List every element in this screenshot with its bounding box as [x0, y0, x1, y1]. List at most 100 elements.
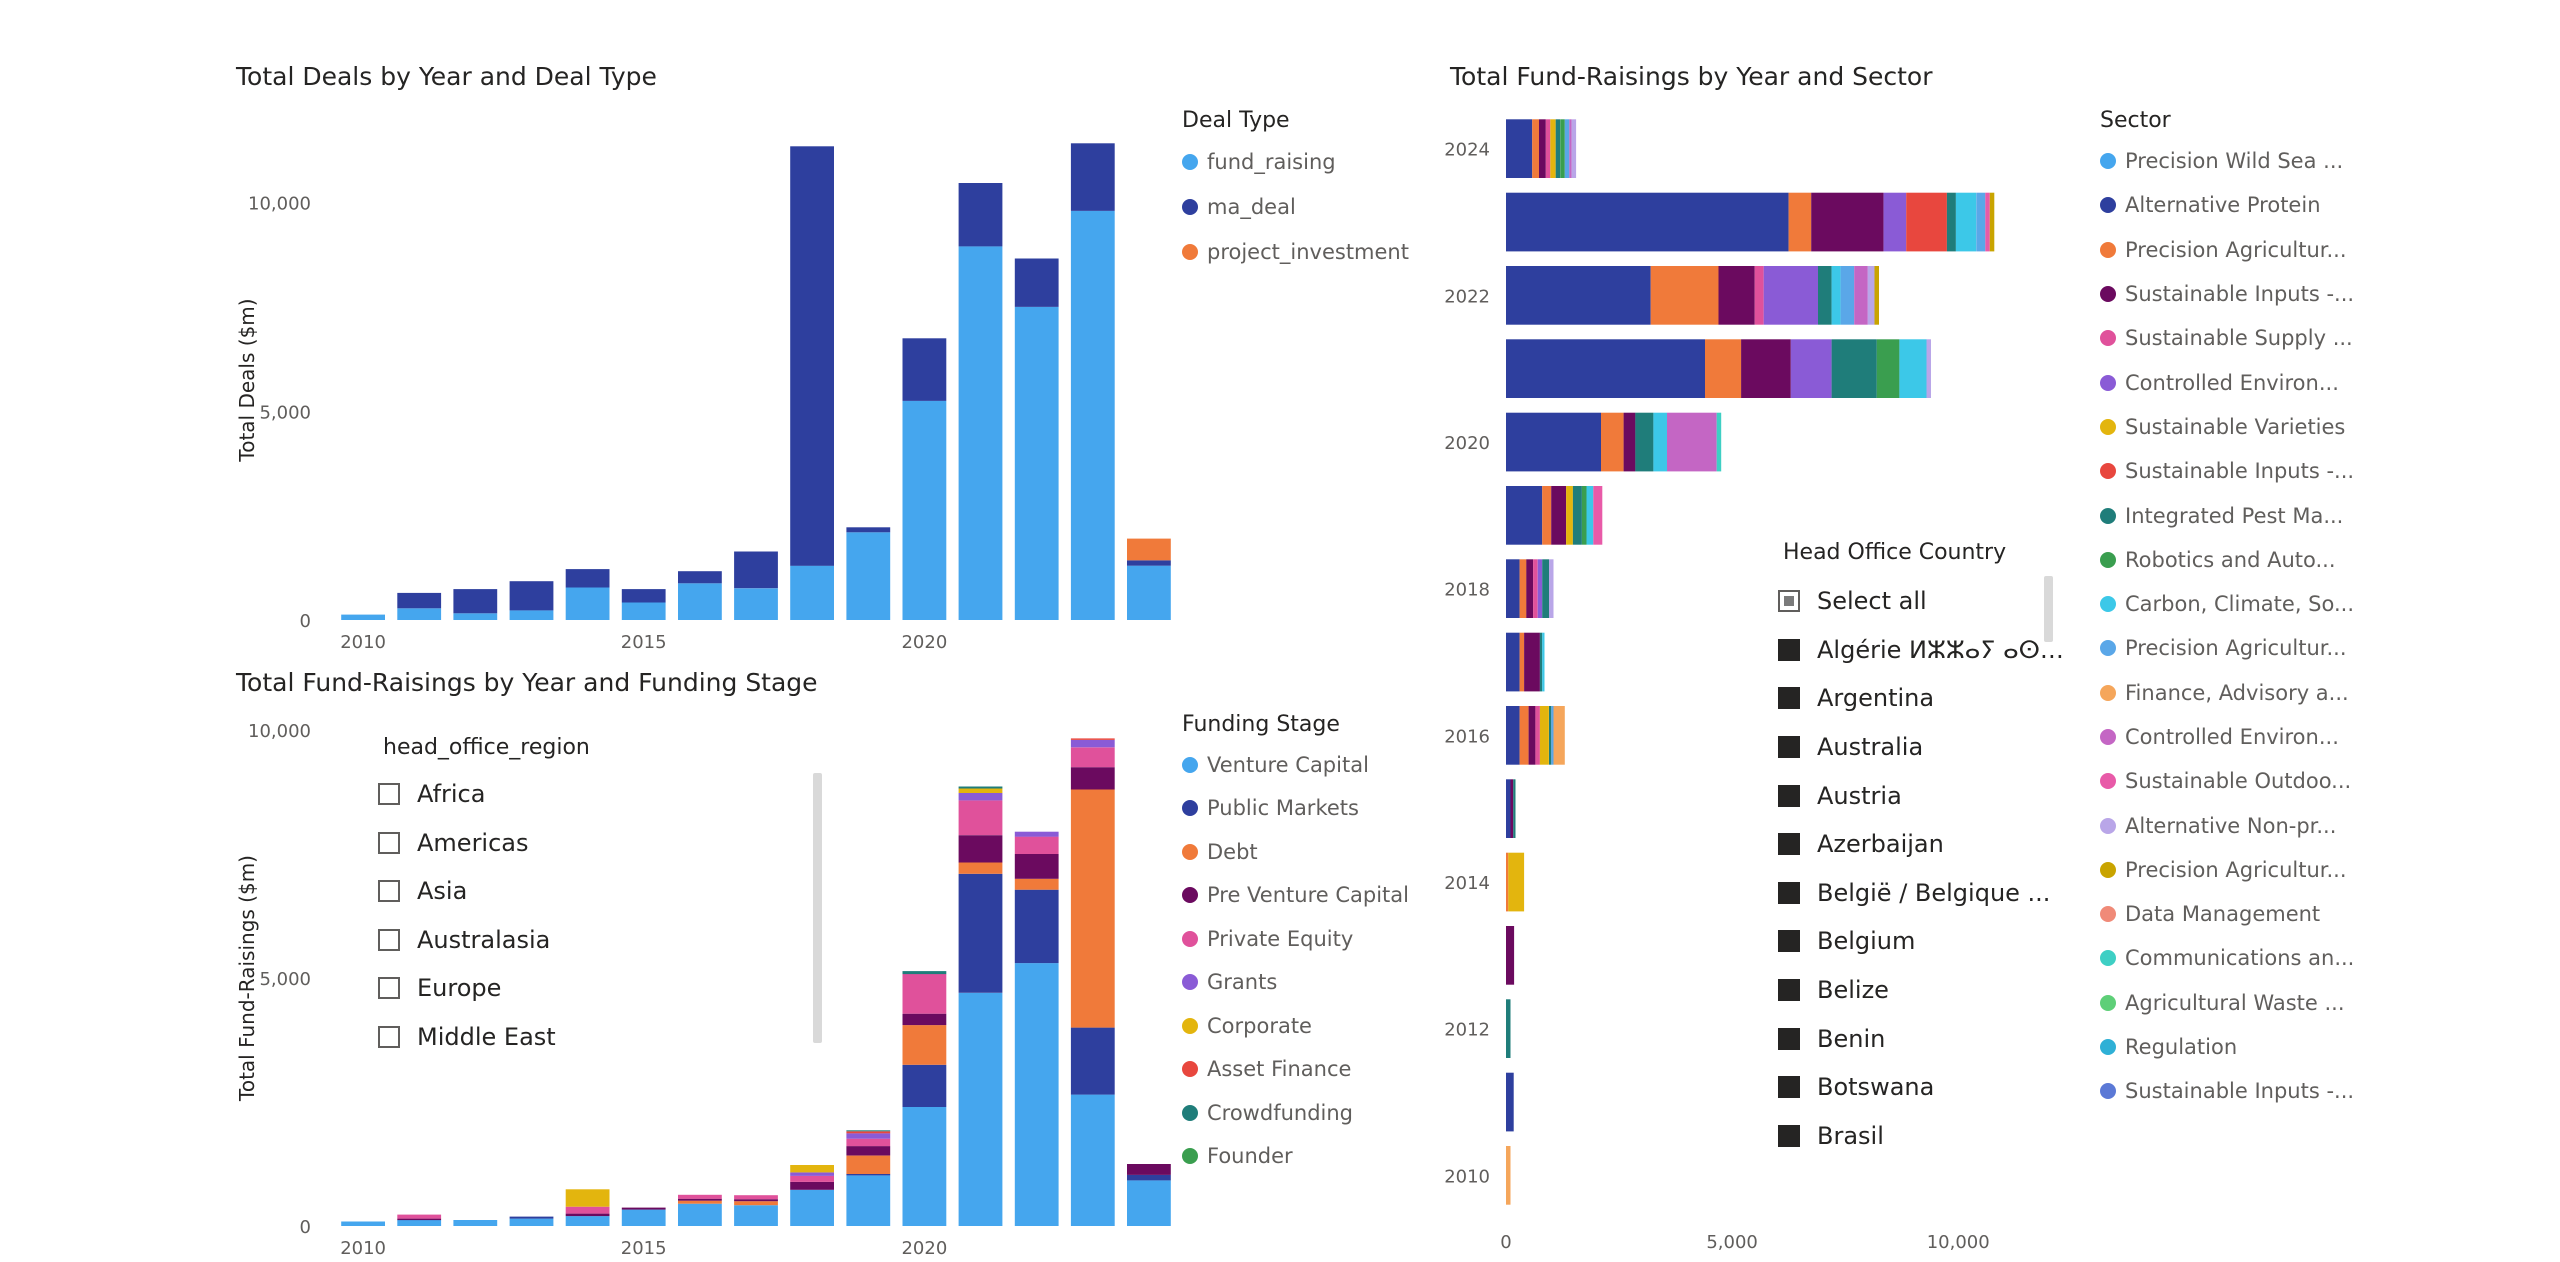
checkbox[interactable] [1778, 687, 1800, 710]
bar-precision-agricultur-2023[interactable] [1788, 192, 1812, 252]
bar-fund-raising-2024[interactable] [1127, 565, 1171, 620]
slicer-option-europe[interactable]: Europe [378, 964, 838, 1013]
bar-sustainable-varieties-2019[interactable] [1566, 486, 1573, 545]
bar-public-markets-2019[interactable] [846, 1173, 891, 1176]
bar-precision-agricultur-2014[interactable] [1506, 852, 1509, 912]
bar-precision-agricultur-2023[interactable] [1976, 192, 1986, 252]
bar-pre-venture-capital-2011[interactable] [397, 1218, 442, 1221]
bar-controlled-environ-2020[interactable] [1667, 412, 1717, 472]
bar-venture-capital-2010[interactable] [341, 1221, 385, 1227]
bar-controlled-environ-2022[interactable] [1763, 266, 1818, 325]
bar-integrated-pest-ma-2012[interactable] [1506, 999, 1511, 1058]
bar-alternative-non-pr-2021[interactable] [1926, 339, 1932, 398]
bar-fund-raising-2019[interactable] [846, 532, 891, 620]
slicer-option-select-all[interactable]: Select all [1778, 577, 2068, 626]
slicer-option-botswana[interactable]: Botswana [1778, 1063, 2068, 1112]
bar-private-equity-2017[interactable] [734, 1195, 778, 1200]
bar-alternative-non-pr-2022[interactable] [1867, 266, 1875, 325]
bar-fund-raising-2021[interactable] [958, 246, 1003, 620]
legend-item-founder[interactable]: Founder [1182, 1135, 1409, 1179]
legend-item-data-management[interactable]: Data Management [2100, 892, 2354, 936]
bar-debt-2023[interactable] [1070, 789, 1115, 1028]
bar-communications-an-2020[interactable] [1716, 412, 1722, 472]
bar-sustainable-outdoo-2019[interactable] [1593, 486, 1603, 545]
bar-grants-2019[interactable] [846, 1133, 891, 1139]
bar-private-equity-2023[interactable] [1070, 747, 1115, 768]
legend-item-precision-agricultur[interactable]: Precision Agricultur... [2100, 848, 2354, 892]
slicer-option-asia[interactable]: Asia [378, 867, 838, 916]
bar-debt-2017[interactable] [734, 1201, 778, 1206]
bar-sustainable-inputs-2022[interactable] [1718, 266, 1755, 325]
legend-item-sustainable-varieties[interactable]: Sustainable Varieties [2100, 405, 2354, 449]
bar-ma-deal-2013[interactable] [509, 581, 554, 611]
legend-item-sustainable-supply[interactable]: Sustainable Supply ... [2100, 316, 2354, 360]
bar-pre-venture-capital-2015[interactable] [621, 1207, 666, 1210]
bar-integrated-pest-ma-2021[interactable] [1831, 339, 1877, 398]
bar-private-equity-2020[interactable] [902, 974, 947, 1014]
bar-alternative-protein-2016[interactable] [1506, 706, 1520, 765]
bar-pre-venture-capital-2018[interactable] [790, 1181, 834, 1190]
bar-sustainable-varieties-2014[interactable] [1508, 852, 1525, 912]
slicer-option-benin[interactable]: Benin [1778, 1014, 2068, 1063]
bar-fund-raising-2010[interactable] [341, 614, 385, 620]
legend-item-precision-agricultur[interactable]: Precision Agricultur... [2100, 228, 2354, 272]
legend-item-venture-capital[interactable]: Venture Capital [1182, 743, 1409, 787]
bar-ma-deal-2023[interactable] [1070, 143, 1115, 211]
bar-alternative-protein-2017[interactable] [1506, 632, 1520, 692]
bar-ma-deal-2012[interactable] [453, 589, 498, 614]
bar-fund-raising-2018[interactable] [790, 565, 834, 620]
bar-carbon-climate-so-2022[interactable] [1831, 266, 1841, 325]
bar-sustainable-supply-2024[interactable] [1545, 119, 1551, 178]
legend-item-finance-advisory-a[interactable]: Finance, Advisory a... [2100, 671, 2354, 715]
checkbox[interactable] [378, 977, 400, 1000]
checkbox[interactable] [1778, 736, 1800, 759]
bar-sustainable-inputs-2023[interactable] [1906, 192, 1947, 252]
bar-asset-finance-2023[interactable] [1070, 738, 1115, 740]
region-slicer-scrollbar[interactable] [813, 773, 822, 1043]
bar-venture-capital-2022[interactable] [1014, 963, 1059, 1226]
bar-integrated-pest-ma-2019[interactable] [1572, 486, 1582, 545]
slicer-option-australasia[interactable]: Australasia [378, 916, 838, 965]
bar-sustainable-supply-2016[interactable] [1535, 706, 1540, 765]
bar-precision-agricultur-2022[interactable] [1874, 266, 1880, 325]
bar-sustainable-outdoo-2023[interactable] [1985, 192, 1990, 252]
bar-private-equity-2022[interactable] [1014, 836, 1059, 854]
bar-fund-raising-2023[interactable] [1070, 211, 1115, 620]
bar-ma-deal-2024[interactable] [1127, 560, 1171, 566]
bar-venture-capital-2020[interactable] [902, 1107, 947, 1226]
legend-item-communications-an[interactable]: Communications an... [2100, 936, 2354, 980]
bar-public-markets-2013[interactable] [509, 1216, 554, 1219]
slicer-option-africa[interactable]: Africa [378, 770, 838, 819]
bar-controlled-environ-2024[interactable] [1569, 119, 1572, 178]
legend-item-project-investment[interactable]: project_investment [1182, 229, 1409, 274]
bar-fund-raising-2017[interactable] [734, 588, 778, 620]
bar-alternative-protein-2023[interactable] [1506, 192, 1789, 252]
bar-pre-venture-capital-2023[interactable] [1070, 767, 1115, 790]
checkbox[interactable] [1778, 930, 1800, 953]
bar-debt-2022[interactable] [1014, 878, 1059, 890]
bar-venture-capital-2011[interactable] [397, 1220, 442, 1226]
legend-item-debt[interactable]: Debt [1182, 830, 1409, 874]
bar-alternative-protein-2018[interactable] [1506, 559, 1520, 618]
bar-fund-raising-2015[interactable] [621, 602, 666, 621]
bar-ma-deal-2019[interactable] [846, 527, 891, 533]
bar-grants-2022[interactable] [1014, 831, 1059, 837]
bar-precision-agricultur-2016[interactable] [1519, 706, 1529, 765]
bar-alternative-protein-2024[interactable] [1506, 119, 1533, 178]
bar-sustainable-varieties-2016[interactable] [1539, 706, 1549, 765]
bar-venture-capital-2017[interactable] [734, 1205, 778, 1226]
bar-venture-capital-2016[interactable] [678, 1203, 722, 1226]
bar-ma-deal-2011[interactable] [397, 592, 442, 609]
bar-venture-capital-2014[interactable] [565, 1216, 610, 1226]
slicer-option-azerbaijan[interactable]: Azerbaijan [1778, 820, 2068, 869]
bar-carbon-climate-so-2017[interactable] [1542, 632, 1545, 692]
legend-item-sustainable-inputs[interactable]: Sustainable Inputs -... [2100, 449, 2354, 493]
bar-precision-agricultur-2022[interactable] [1650, 266, 1719, 325]
bar-ma-deal-2022[interactable] [1014, 258, 1059, 307]
bar-grants-2021[interactable] [958, 793, 1003, 801]
bar-venture-capital-2012[interactable] [453, 1220, 498, 1226]
bar-alternative-protein-2022[interactable] [1506, 266, 1651, 325]
bar-fund-raising-2014[interactable] [565, 587, 610, 620]
bar-debt-2016[interactable] [678, 1200, 722, 1204]
checkbox[interactable] [1778, 590, 1800, 613]
